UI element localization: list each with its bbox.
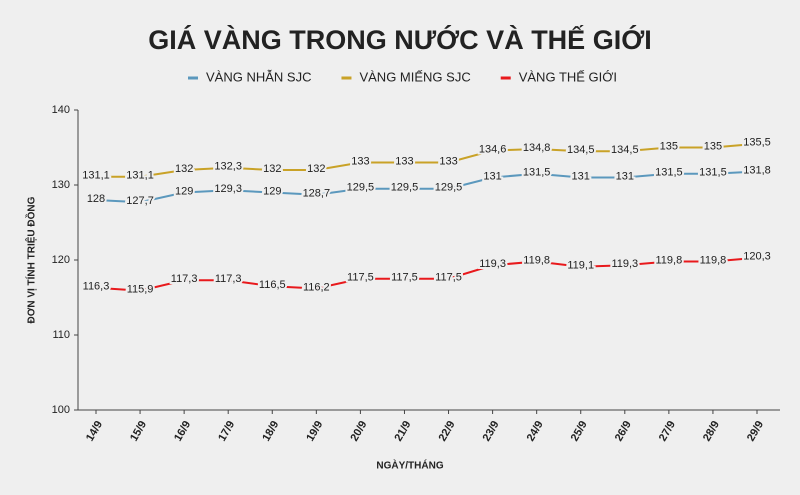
data-label: 129 — [175, 185, 193, 197]
data-label: 131,5 — [699, 167, 727, 179]
data-label: 116,2 — [303, 281, 330, 293]
data-label: 129,5 — [391, 182, 419, 194]
data-label: 134,5 — [611, 144, 639, 156]
chart-title: GIÁ VÀNG TRONG NƯỚC VÀ THẾ GIỚI — [148, 24, 651, 55]
series-line — [95, 170, 758, 204]
data-label: 116,3 — [83, 281, 110, 293]
data-label: 129,3 — [214, 183, 242, 195]
data-label: 127,7 — [126, 195, 154, 207]
data-label: 120,3 — [743, 251, 771, 263]
y-tick-label: 140 — [52, 104, 70, 116]
data-label: 135,5 — [743, 137, 771, 149]
data-label: 119,8 — [656, 254, 683, 266]
data-label: 135 — [660, 140, 678, 152]
data-label: 132 — [175, 163, 193, 175]
data-label: 134,8 — [523, 142, 551, 154]
legend-label: VÀNG MIẾNG SJC — [359, 69, 470, 84]
series-line — [96, 142, 758, 178]
y-tick-label: 130 — [52, 179, 70, 191]
data-label: 116,5 — [259, 279, 286, 291]
data-label: 131,8 — [743, 164, 771, 176]
data-label: 131,5 — [523, 167, 551, 179]
series-line — [95, 256, 758, 292]
data-label: 128,7 — [303, 188, 331, 200]
data-label: 119,8 — [523, 254, 550, 266]
x-axis-label: NGÀY/THÁNG — [376, 459, 443, 472]
y-tick-label: 120 — [52, 254, 70, 266]
data-label: 117,5 — [435, 272, 462, 284]
data-label: 129 — [263, 185, 281, 197]
data-label: 119,1 — [567, 260, 594, 272]
data-label: 117,5 — [347, 272, 374, 284]
data-label: 119,8 — [700, 254, 727, 266]
data-label: 129,5 — [435, 182, 463, 194]
data-label: 115,9 — [127, 284, 154, 296]
data-label: 131,1 — [126, 170, 154, 182]
y-tick-label: 100 — [52, 404, 70, 416]
data-label: 132 — [263, 163, 281, 175]
data-label: 131 — [572, 170, 590, 182]
data-label: 134,6 — [479, 143, 507, 155]
data-label: 119,3 — [611, 258, 638, 270]
data-label: 133 — [351, 155, 369, 167]
data-label: 131,5 — [655, 167, 683, 179]
data-label: 119,3 — [479, 258, 506, 270]
data-label: 133 — [439, 155, 457, 167]
data-label: 132 — [307, 163, 325, 175]
data-label: 129,5 — [347, 182, 375, 194]
data-label: 133 — [395, 155, 413, 167]
data-label: 131 — [616, 170, 634, 182]
data-label: 117,3 — [171, 273, 198, 285]
data-label: 131 — [483, 170, 501, 182]
data-label: 117,5 — [391, 272, 418, 284]
data-label: 132,3 — [214, 161, 242, 173]
data-label: 131,1 — [82, 170, 110, 182]
data-label: 134,5 — [567, 144, 595, 156]
data-label: 135 — [704, 140, 722, 152]
data-label: 128 — [87, 193, 105, 205]
y-tick-label: 110 — [52, 329, 70, 341]
y-axis-label: ĐƠN VỊ TÍNH TRIỆU ĐỒNG — [25, 196, 38, 323]
data-label: 117,3 — [215, 273, 242, 285]
legend-label: VÀNG THẾ GIỚI — [519, 69, 617, 84]
legend-label: VÀNG NHẪN SJC — [206, 69, 311, 84]
